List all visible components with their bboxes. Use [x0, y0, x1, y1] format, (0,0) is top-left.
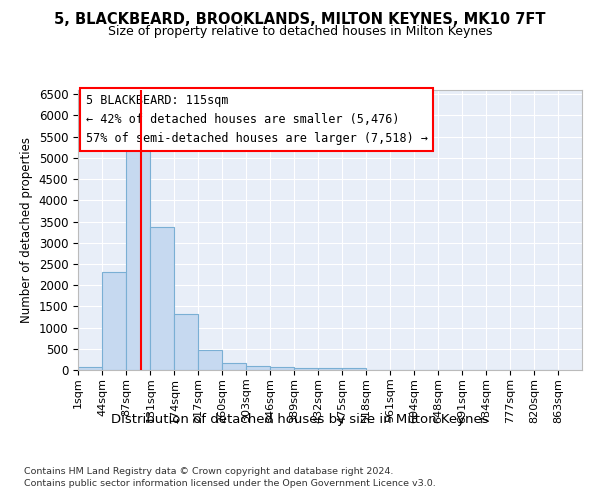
Bar	[175, 314, 198, 370]
Bar	[198, 350, 222, 370]
Bar	[126, 141, 150, 370]
Bar	[151, 226, 175, 370]
Y-axis label: Number of detached properties: Number of detached properties	[20, 137, 33, 323]
Text: Contains HM Land Registry data © Crown copyright and database right 2024.: Contains HM Land Registry data © Crown c…	[24, 468, 394, 476]
Bar	[102, 272, 126, 370]
Bar	[318, 368, 342, 370]
Bar	[246, 366, 270, 370]
Text: 5 BLACKBEARD: 115sqm
← 42% of detached houses are smaller (5,476)
57% of semi-de: 5 BLACKBEARD: 115sqm ← 42% of detached h…	[86, 94, 428, 145]
Text: Distribution of detached houses by size in Milton Keynes: Distribution of detached houses by size …	[111, 412, 489, 426]
Text: Contains public sector information licensed under the Open Government Licence v3: Contains public sector information licen…	[24, 479, 436, 488]
Bar	[222, 362, 246, 370]
Bar	[294, 368, 318, 370]
Text: Size of property relative to detached houses in Milton Keynes: Size of property relative to detached ho…	[108, 25, 492, 38]
Bar	[342, 368, 366, 370]
Text: 5, BLACKBEARD, BROOKLANDS, MILTON KEYNES, MK10 7FT: 5, BLACKBEARD, BROOKLANDS, MILTON KEYNES…	[54, 12, 546, 28]
Bar	[78, 367, 102, 370]
Bar	[270, 368, 294, 370]
